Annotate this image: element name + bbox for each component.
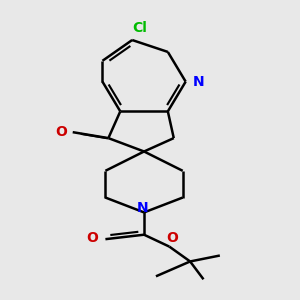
Text: O: O bbox=[86, 231, 98, 245]
Text: N: N bbox=[137, 201, 148, 215]
Text: O: O bbox=[167, 231, 178, 245]
Text: N: N bbox=[193, 75, 205, 88]
Text: Cl: Cl bbox=[132, 21, 147, 35]
Text: O: O bbox=[55, 125, 67, 139]
